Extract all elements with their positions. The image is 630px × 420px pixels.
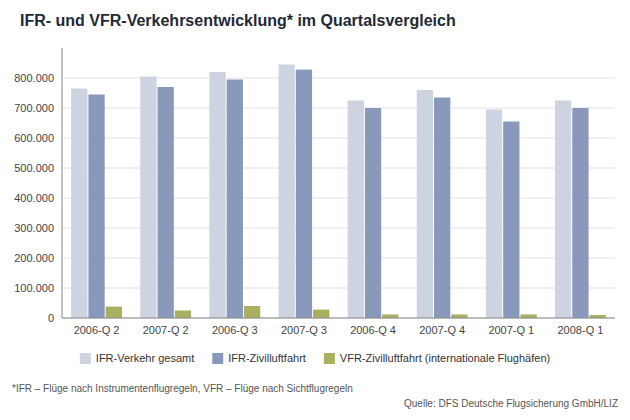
legend-item: IFR-Zivilluftfahrt — [212, 352, 306, 364]
bar — [140, 77, 156, 319]
x-tick-label: 2007-Q 3 — [281, 324, 327, 336]
x-axis-line — [62, 318, 615, 319]
bar — [71, 89, 87, 319]
bar — [279, 65, 295, 319]
title: IFR- und VFR-Verkehrsentwicklung* im Qua… — [20, 12, 456, 29]
series — [106, 306, 606, 318]
bars — [71, 65, 606, 319]
x-tick-label: 2007-Q 1 — [488, 324, 534, 336]
x-tick-label: 2006-Q 3 — [212, 324, 258, 336]
bar — [244, 306, 260, 318]
bar — [313, 310, 329, 318]
legend-label: IFR-Zivilluftfahrt — [228, 352, 306, 364]
y-tick-label: 400.000 — [14, 192, 54, 204]
bar — [451, 314, 467, 318]
bar — [175, 311, 191, 319]
bar — [555, 101, 571, 319]
bar — [88, 95, 104, 319]
series — [71, 65, 571, 319]
bar — [382, 314, 398, 318]
y-tick-label: 300.000 — [14, 222, 54, 234]
legend-label: IFR-Verkehr gesamt — [96, 352, 194, 364]
y-tick-label: 0 — [48, 312, 54, 324]
bar — [486, 110, 502, 319]
annotation: Quelle: DFS Deutsche Flugsicherung GmbH/… — [404, 398, 618, 409]
bar — [365, 108, 381, 318]
annotation: *IFR – Flüge nach Instrumentenflugregeln… — [12, 383, 353, 394]
legend-swatch — [212, 353, 223, 364]
y-tick-label: 700.000 — [14, 102, 54, 114]
y-tick-label: 600.000 — [14, 132, 54, 144]
bar — [434, 98, 450, 319]
bar — [572, 108, 588, 318]
grid-line — [62, 318, 615, 319]
legend-label: VFR-Zivilluftfahrt (internationale Flugh… — [340, 352, 550, 364]
background — [0, 0, 630, 420]
legend-swatch — [324, 353, 335, 364]
y-tick-label: 100.000 — [14, 282, 54, 294]
bar — [209, 72, 225, 318]
y-axis-line — [62, 48, 63, 318]
chart: IFR- und VFR-Verkehrsentwicklung* im Qua… — [0, 0, 630, 420]
y-tick-label: 200.000 — [14, 252, 54, 264]
y-tick-label: 500.000 — [14, 162, 54, 174]
bar — [296, 70, 312, 318]
legend-item: IFR-Verkehr gesamt — [80, 352, 194, 364]
legend: IFR-Verkehr gesamt IFR-Zivilluftfahrt VFR-… — [80, 352, 550, 364]
x-tick-label: 2007-Q 2 — [143, 324, 189, 336]
legend-item: VFR-Zivilluftfahrt (internationale Flugh… — [324, 352, 550, 364]
bar — [520, 314, 536, 318]
bar — [158, 87, 174, 318]
x-tick-label: 2007-Q 4 — [419, 324, 465, 336]
bar — [106, 307, 122, 318]
y-tick-label: 800.000 — [14, 72, 54, 84]
x-tick-label: 2006-Q 4 — [350, 324, 396, 336]
series — [88, 70, 588, 318]
bar — [227, 80, 243, 319]
x-tick-label: 2008-Q 1 — [558, 324, 604, 336]
bar — [503, 122, 519, 319]
bar — [417, 90, 433, 318]
bar — [348, 101, 364, 319]
legend-swatch — [80, 353, 91, 364]
x-tick-label: 2006-Q 2 — [74, 324, 120, 336]
